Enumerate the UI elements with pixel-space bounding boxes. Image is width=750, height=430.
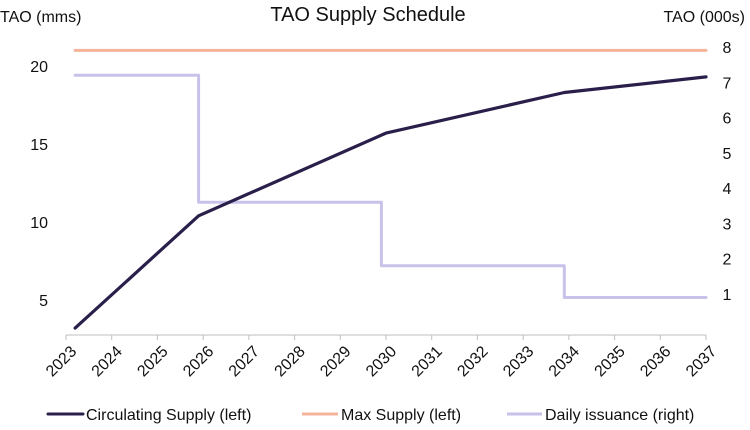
x-tick-label: 2034: [546, 343, 583, 380]
right-tick-label: 8: [723, 40, 732, 57]
x-tick-label: 2029: [317, 343, 354, 380]
x-tick-label: 2026: [180, 343, 217, 380]
x-tick-label: 2027: [226, 343, 263, 380]
legend-label-daily: Daily issuance (right): [545, 407, 694, 424]
x-tick-label: 2024: [89, 343, 126, 380]
x-tick-labels: 2023 2024 2025 2026 2027 2028 2029 2030 2031 2032…: [43, 343, 720, 380]
x-tick-label: 2033: [500, 343, 537, 380]
left-tick-labels: 5 10 15 20: [30, 59, 48, 310]
x-tick-label: 2025: [134, 343, 171, 380]
legend-label-circulating: Circulating Supply (left): [86, 407, 251, 424]
right-tick-label: 3: [723, 216, 732, 233]
x-tick-label: 2028: [272, 343, 309, 380]
right-tick-label: 2: [723, 252, 732, 269]
left-tick-label: 5: [39, 293, 48, 310]
left-tick-label: 10: [30, 215, 48, 232]
x-tick-label: 2035: [592, 343, 629, 380]
series-lines: [73, 48, 708, 330]
right-tick-label: 4: [723, 181, 732, 198]
right-tick-labels: 1 2 3 4 5 6 7 8: [723, 40, 732, 304]
left-tick-label: 15: [30, 137, 48, 154]
legend-label-max: Max Supply (left): [341, 407, 461, 424]
legend: Circulating Supply (left) Max Supply (le…: [46, 407, 694, 424]
left-axis-title: TAO (mms): [0, 9, 81, 26]
x-tick-label: 2036: [637, 343, 674, 380]
right-axis-title: TAO (000s): [664, 9, 746, 26]
right-tick-label: 7: [723, 75, 732, 92]
x-ticks: [65, 335, 707, 340]
x-tick-label: 2032: [454, 343, 491, 380]
x-tick-label: 2037: [683, 343, 720, 380]
circulating-supply-line: [73, 75, 708, 330]
x-tick-label: 2031: [409, 343, 446, 380]
left-tick-label: 20: [30, 59, 48, 76]
chart-title: TAO Supply Schedule: [270, 4, 465, 26]
x-tick-label: 2030: [363, 343, 400, 380]
daily-issuance-line: [73, 73, 708, 299]
right-tick-label: 6: [723, 111, 732, 128]
x-tick-label: 2023: [43, 343, 80, 380]
right-tick-label: 5: [723, 146, 732, 163]
right-tick-label: 1: [723, 287, 732, 304]
